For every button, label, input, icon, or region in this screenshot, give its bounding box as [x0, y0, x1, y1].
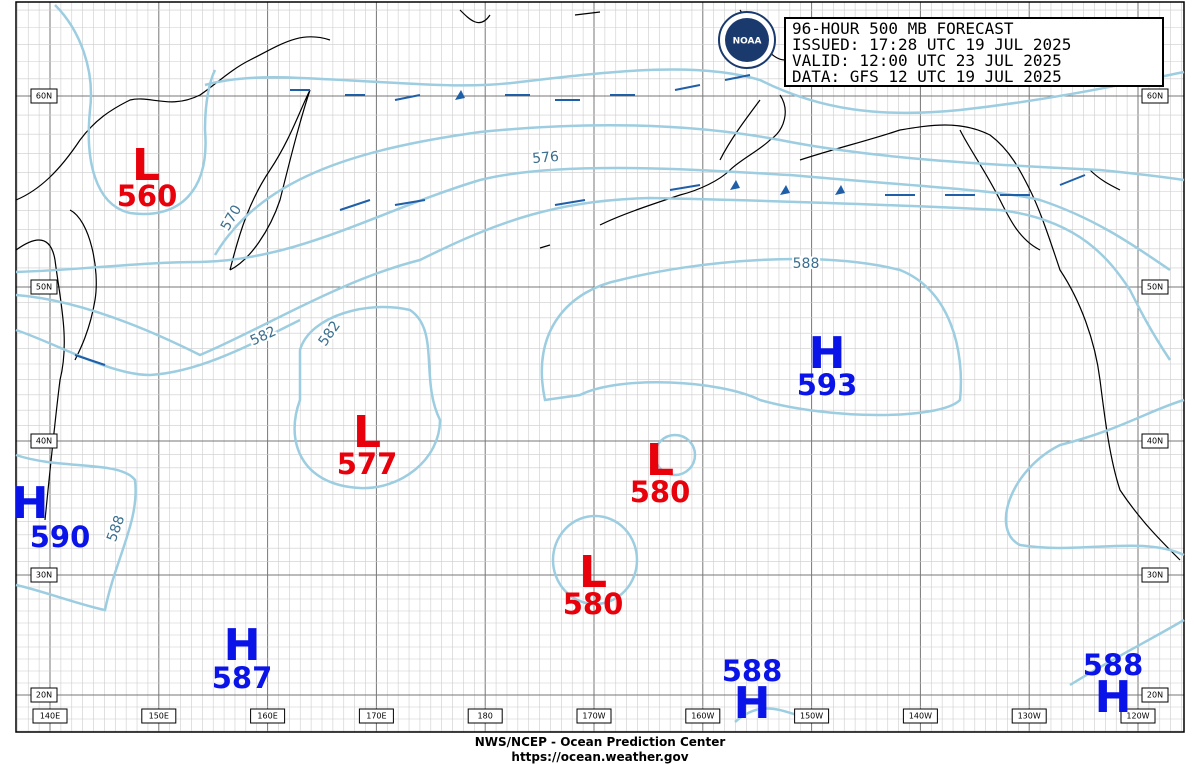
center-letter: H — [734, 678, 771, 729]
contour-label: 570 — [218, 202, 245, 233]
header-line: ISSUED: 17:28 UTC 19 JUL 2025 — [792, 35, 1071, 54]
lat-label: 60N — [1147, 92, 1163, 101]
contour-line — [15, 196, 1172, 361]
center-value: 587 — [212, 661, 273, 695]
footer-url: https://ocean.weather.gov — [511, 750, 688, 764]
lat-label-box — [1141, 279, 1169, 295]
lat-label-box — [1141, 433, 1169, 449]
lon-label: 120W — [1126, 712, 1149, 721]
lon-label: 170E — [366, 712, 386, 721]
asia-coast — [15, 9, 601, 521]
center-letter: H — [809, 328, 846, 379]
header-box — [784, 17, 1164, 87]
center-letter: L — [353, 407, 381, 458]
lat-label-box — [30, 88, 58, 104]
center-letter: L — [132, 140, 160, 191]
lon-label: 130W — [1018, 712, 1041, 721]
contour-line — [551, 514, 639, 606]
lon-label: 150W — [800, 712, 823, 721]
lat-label-box — [1141, 567, 1169, 583]
lat-label-box — [1141, 88, 1169, 104]
center-value: 560 — [117, 179, 178, 213]
contour-line — [204, 68, 1185, 115]
contour-label: 588 — [104, 513, 128, 544]
center-letter: H — [12, 478, 49, 529]
lon-label-box — [358, 708, 394, 724]
lon-label-box — [685, 708, 721, 724]
contours — [15, 4, 1185, 723]
contour-label: 582 — [316, 318, 344, 349]
header-line: 96-HOUR 500 MB FORECAST — [792, 19, 1014, 38]
noaa-logo: NOAA — [718, 11, 776, 69]
lon-label-box — [576, 708, 612, 724]
logo-text: NOAA — [733, 37, 762, 47]
lat-label: 20N — [36, 691, 52, 700]
lat-label: 60N — [36, 92, 52, 101]
lon-label: 140W — [909, 712, 932, 721]
center-letter: H — [224, 620, 261, 671]
contour-line — [15, 166, 1171, 274]
lon-label: 160W — [691, 712, 714, 721]
lon-label: 160E — [257, 712, 277, 721]
lat-label-box — [30, 279, 58, 295]
contour-line — [653, 433, 697, 477]
contour-line — [15, 318, 301, 377]
lon-label-box — [902, 708, 938, 724]
wind-barbs — [74, 74, 1086, 366]
lat-label: 50N — [1147, 283, 1163, 292]
lon-label-box — [250, 708, 286, 724]
center-letter: H — [1095, 672, 1132, 723]
footer-line: NWS/NCEP - Ocean Prediction Center — [475, 735, 726, 749]
center-value: 580 — [630, 475, 691, 509]
lon-label: 140E — [40, 712, 60, 721]
map-frame — [15, 1, 1185, 733]
lon-label-box — [467, 708, 503, 724]
lat-label: 30N — [1147, 571, 1163, 580]
center-value: 588 — [722, 654, 783, 688]
contour-line — [1004, 398, 1185, 557]
lat-label: 40N — [1147, 437, 1163, 446]
header-line: VALID: 12:00 UTC 23 JUL 2025 — [792, 51, 1062, 70]
contour-line — [293, 305, 442, 490]
lat-label-box — [30, 567, 58, 583]
center-value: 588 — [1083, 648, 1144, 682]
center-value: 577 — [337, 447, 398, 481]
contour-line — [54, 4, 217, 216]
center-letter: L — [646, 435, 674, 486]
lon-label-box — [794, 708, 830, 724]
lon-label-box — [141, 708, 177, 724]
center-value: 580 — [563, 587, 624, 621]
lon-label: 150E — [149, 712, 169, 721]
lon-label: 180 — [478, 712, 493, 721]
lon-label-box — [1120, 708, 1156, 724]
contour-line — [213, 124, 1185, 256]
contour-label: 576 — [532, 149, 560, 167]
contour-label: 582 — [248, 323, 279, 349]
lat-label: 30N — [36, 571, 52, 580]
lat-label: 20N — [1147, 691, 1163, 700]
lat-label: 50N — [36, 283, 52, 292]
lat-label-box — [30, 433, 58, 449]
center-value: 593 — [797, 368, 858, 402]
lat-label: 40N — [36, 437, 52, 446]
center-letter: L — [579, 547, 607, 598]
contour-label: 588 — [793, 256, 820, 272]
header-line: DATA: GFS 12 UTC 19 JUL 2025 — [792, 67, 1062, 86]
center-value: 590 — [30, 520, 91, 554]
lon-label: 170W — [582, 712, 605, 721]
lon-label-box — [1011, 708, 1047, 724]
grid — [16, 2, 1184, 732]
contour-line — [540, 257, 963, 417]
contour-line — [15, 453, 137, 612]
lat-label-box — [1141, 687, 1169, 703]
lat-label-box — [30, 687, 58, 703]
coastlines — [15, 9, 1181, 561]
lon-label-box — [32, 708, 68, 724]
